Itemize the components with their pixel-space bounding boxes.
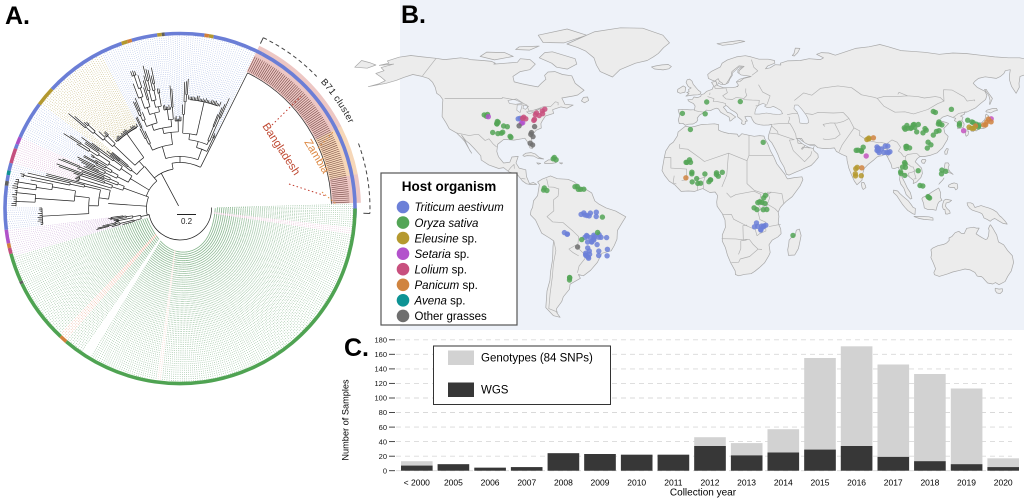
svg-text:140: 140 (374, 365, 387, 374)
svg-text:160: 160 (374, 350, 387, 359)
svg-text:2018: 2018 (920, 478, 939, 488)
svg-text:40: 40 (379, 437, 387, 446)
svg-text:80: 80 (379, 408, 387, 417)
svg-text:A.: A. (5, 2, 30, 30)
svg-text:Lolium sp.: Lolium sp. (415, 264, 467, 276)
svg-text:2014: 2014 (774, 478, 793, 488)
svg-text:B.: B. (401, 1, 426, 29)
svg-text:20: 20 (379, 452, 387, 461)
svg-text:2019: 2019 (957, 478, 976, 488)
svg-text:Genotypes (84 SNPs): Genotypes (84 SNPs) (481, 353, 593, 365)
svg-text:Collection year: Collection year (670, 488, 737, 498)
svg-text:2007: 2007 (517, 478, 536, 488)
svg-text:2008: 2008 (554, 478, 573, 488)
svg-text:2011: 2011 (664, 478, 683, 488)
svg-text:2013: 2013 (737, 478, 756, 488)
svg-text:< 2000: < 2000 (404, 478, 431, 488)
svg-text:2012: 2012 (701, 478, 720, 488)
svg-text:Host organism: Host organism (402, 179, 497, 194)
svg-text:2009: 2009 (591, 478, 610, 488)
svg-text:2020: 2020 (994, 478, 1013, 488)
svg-text:120: 120 (374, 379, 387, 388)
svg-text:2006: 2006 (481, 478, 500, 488)
svg-text:Triticum aestivum: Triticum aestivum (415, 202, 505, 214)
svg-text:2010: 2010 (627, 478, 646, 488)
svg-text:0: 0 (383, 466, 387, 475)
svg-text:Setaria sp.: Setaria sp. (415, 249, 470, 261)
svg-text:0.2: 0.2 (181, 217, 193, 226)
svg-text:2016: 2016 (847, 478, 866, 488)
svg-text:Number of Samples: Number of Samples (341, 379, 351, 461)
svg-text:Panicum sp.: Panicum sp. (415, 280, 478, 292)
svg-text:Eleusine sp.: Eleusine sp. (415, 233, 478, 245)
svg-text:Other grasses: Other grasses (415, 311, 487, 323)
svg-text:2015: 2015 (811, 478, 830, 488)
svg-text:60: 60 (379, 423, 387, 432)
svg-text:2017: 2017 (884, 478, 903, 488)
svg-text:Avena sp.: Avena sp. (414, 296, 466, 308)
svg-text:WGS: WGS (481, 385, 509, 397)
svg-text:C.: C. (344, 334, 369, 362)
svg-text:100: 100 (374, 394, 387, 403)
svg-text:Bangladesh: Bangladesh (259, 121, 302, 178)
svg-text:Oryza sativa: Oryza sativa (415, 218, 479, 230)
svg-text:2005: 2005 (444, 478, 463, 488)
svg-text:180: 180 (374, 336, 387, 345)
